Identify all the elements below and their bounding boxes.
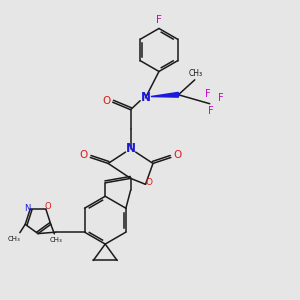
Text: N: N xyxy=(24,204,30,213)
Text: N: N xyxy=(126,142,136,155)
Text: CH₃: CH₃ xyxy=(189,69,203,78)
Polygon shape xyxy=(151,92,178,97)
Text: CH₃: CH₃ xyxy=(50,238,62,244)
Text: F: F xyxy=(218,93,224,103)
Text: O: O xyxy=(145,178,152,187)
Text: F: F xyxy=(208,106,214,116)
Text: O: O xyxy=(173,150,181,160)
Text: O: O xyxy=(45,202,52,211)
Text: F: F xyxy=(206,89,211,99)
Text: O: O xyxy=(102,96,110,106)
Text: N: N xyxy=(140,91,151,104)
Text: CH₃: CH₃ xyxy=(8,236,21,242)
Text: F: F xyxy=(156,15,162,25)
Text: O: O xyxy=(80,150,88,160)
